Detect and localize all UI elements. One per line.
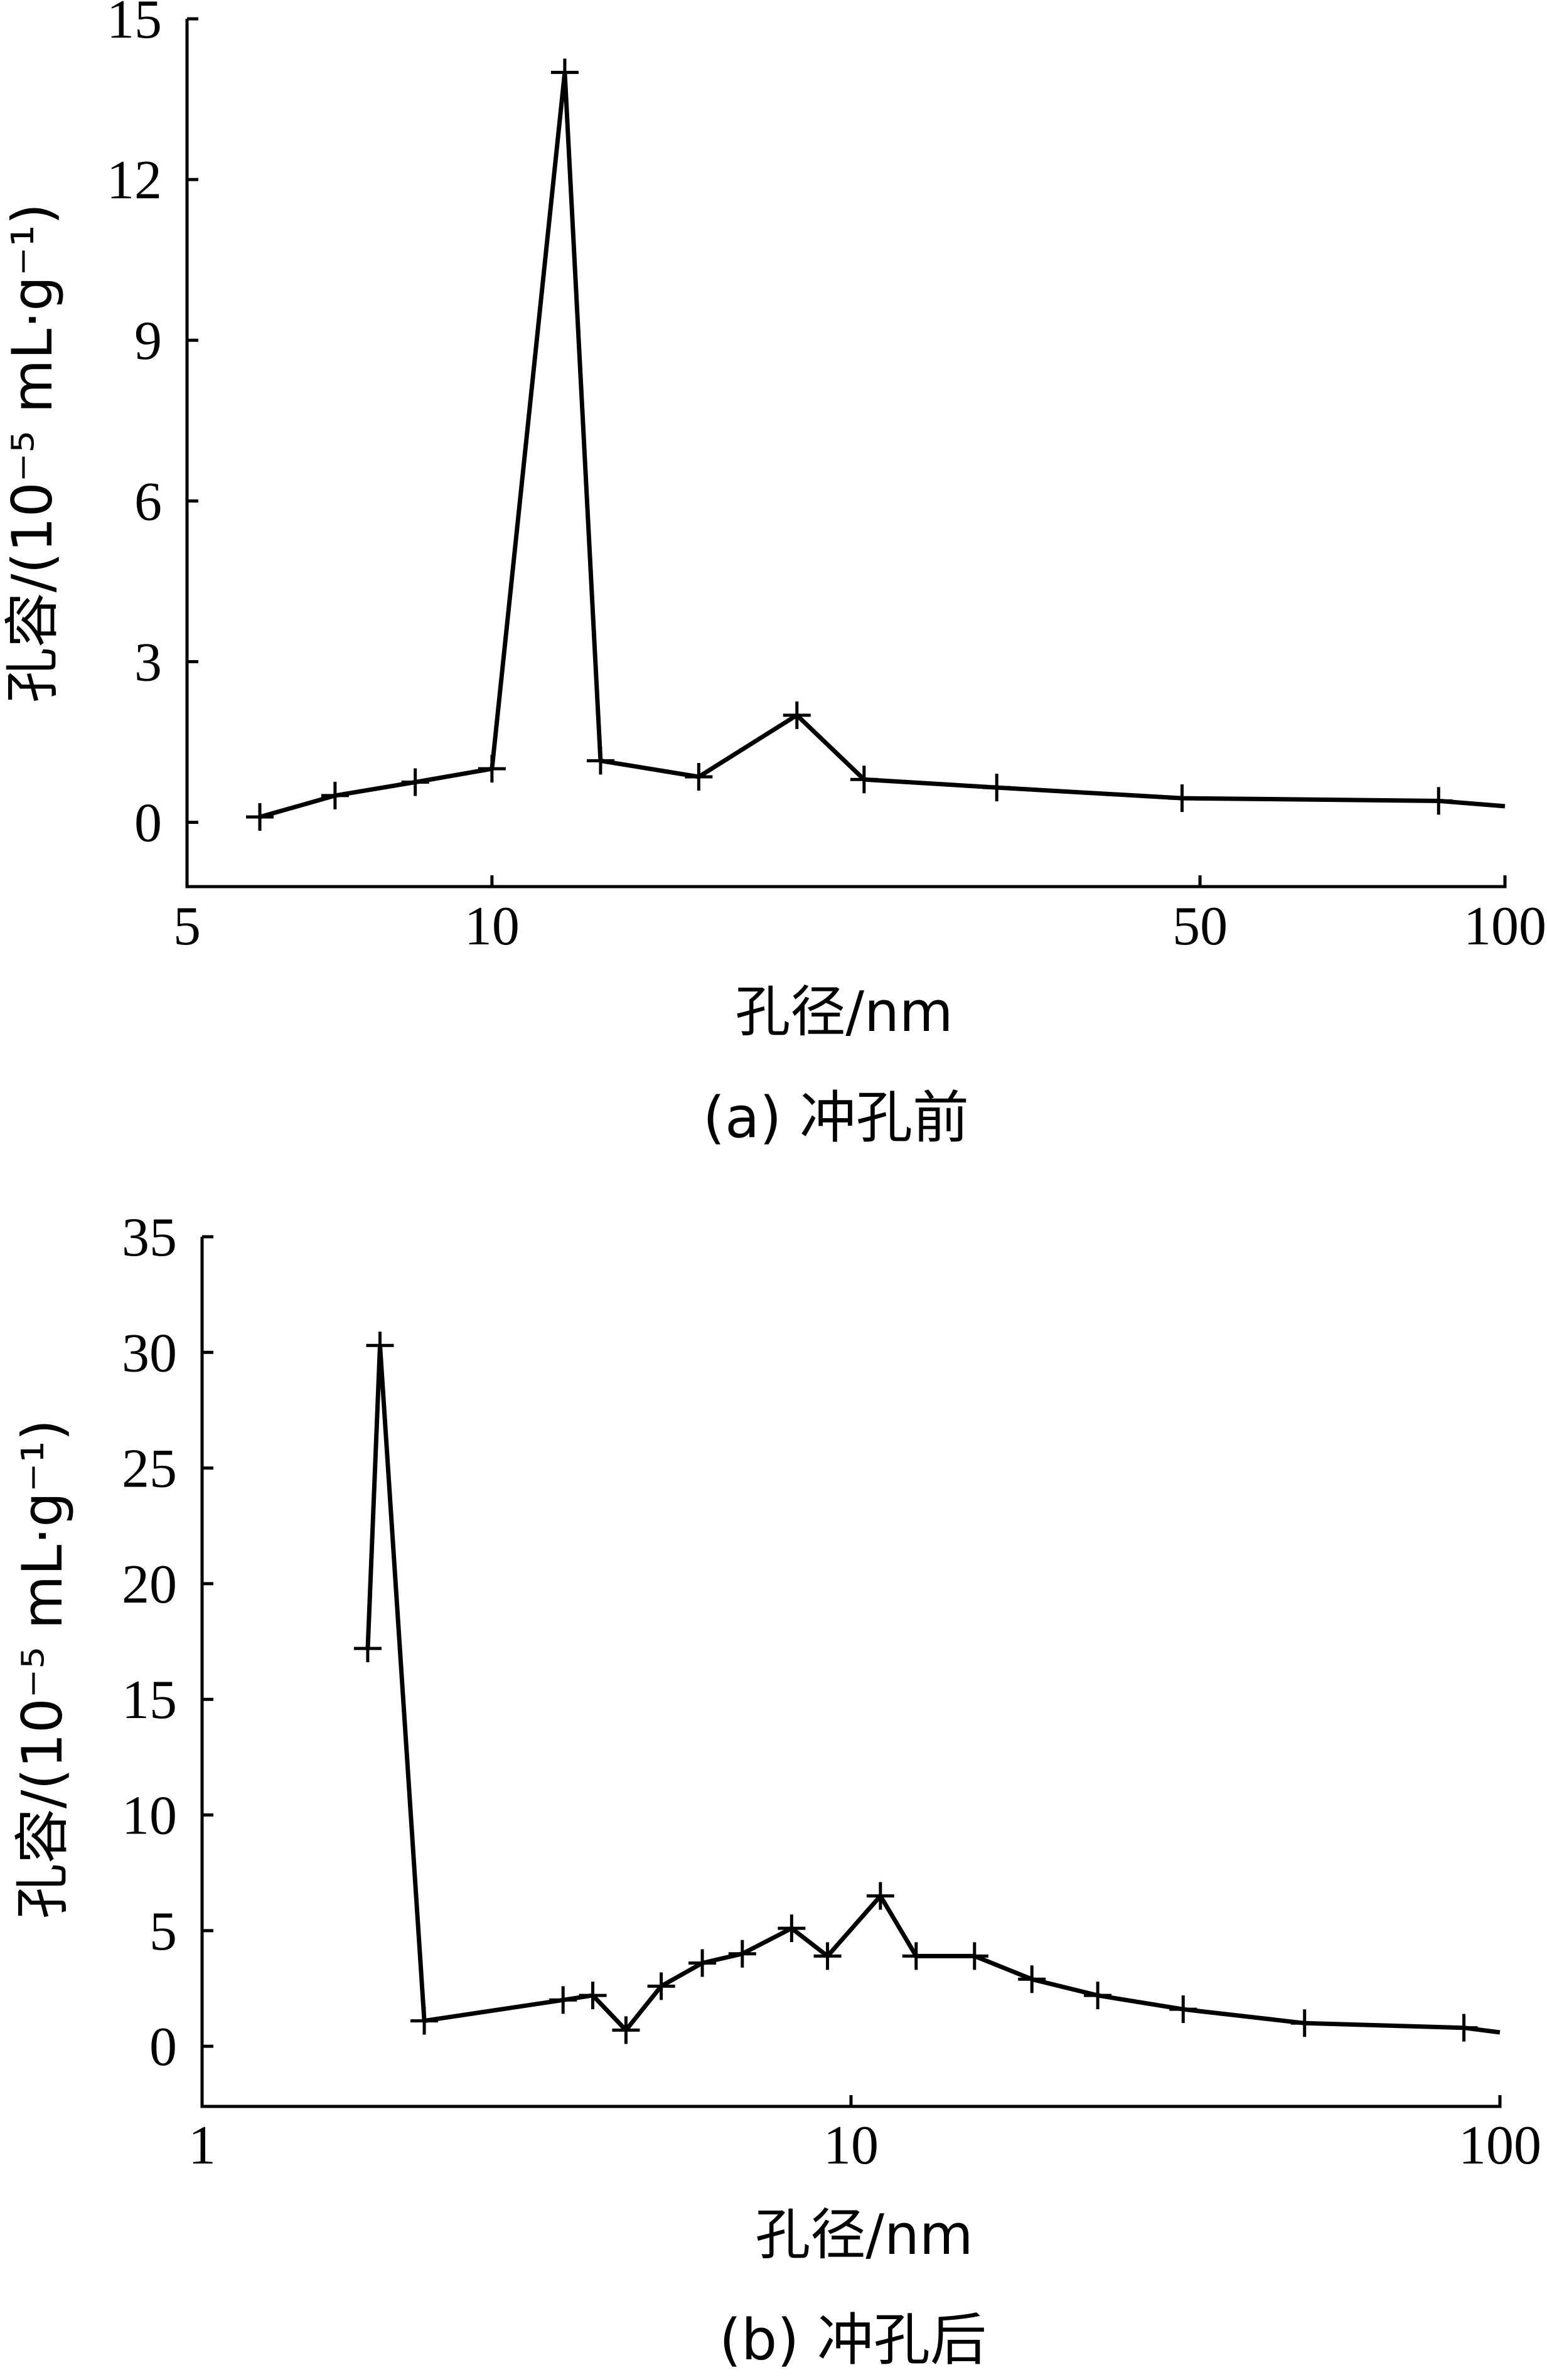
y-tick-label: 12: [107, 150, 162, 211]
y-tick-label: 9: [134, 311, 162, 371]
y-tick-label: 20: [122, 1554, 177, 1615]
panel-b-markers: [353, 1331, 1478, 2044]
x-tick-label: 50: [1172, 896, 1228, 957]
y-tick-label: 35: [122, 1207, 177, 1268]
panel-b-y-axis-label: 孔容/(10⁻⁵ mL·g⁻¹): [10, 1419, 75, 1919]
panel-b-caption: (b) 冲孔后: [719, 2307, 987, 2373]
y-tick-label: 15: [107, 0, 162, 50]
panel-a-y-tick-labels: 0 3 6 9 12 15: [107, 0, 162, 854]
x-tick-label: 100: [1464, 896, 1546, 957]
panel-b-ticks: [200, 1235, 1502, 2106]
y-tick-label: 25: [122, 1439, 177, 1500]
panel-a-markers: [246, 58, 1453, 831]
y-tick-label: 6: [134, 471, 162, 532]
panel-b: 0 5 10 15 20 25 30 35 1 10 100 孔容/(10⁻⁵ mL·g⁻¹) 孔…: [10, 1207, 1541, 2373]
panel-a-series-line: [259, 70, 1506, 819]
x-tick-label: 1: [188, 2115, 216, 2176]
panel-b-x-tick-labels: 1 10 100: [188, 2115, 1541, 2176]
x-tick-label: 100: [1459, 2115, 1541, 2176]
y-tick-label: 15: [122, 1670, 177, 1731]
panel-b-x-axis-label: 孔径/nm: [755, 2202, 973, 2267]
y-tick-label: 30: [122, 1323, 177, 1384]
panel-a-ticks: [185, 17, 1507, 887]
x-tick-label: 10: [464, 896, 520, 957]
panel-a-caption: (a) 冲孔前: [703, 1085, 969, 1151]
y-tick-label: 0: [149, 2017, 177, 2078]
panel-a-x-tick-labels: 5 10 50 100: [173, 896, 1546, 957]
panel-a-y-axis-label: 孔容/(10⁻⁵ mL·g⁻¹): [0, 203, 65, 703]
x-tick-label: 10: [823, 2115, 879, 2176]
panel-a: 0 3 6 9 12 15 5 10 50 100 孔容/(10⁻⁵ mL·g⁻¹) 孔径/nm…: [0, 0, 1546, 1151]
panel-a-axes: [185, 19, 1507, 888]
y-tick-label: 10: [122, 1786, 177, 1847]
panel-b-y-tick-labels: 0 5 10 15 20 25 30 35: [122, 1207, 177, 2078]
panel-a-x-axis-label: 孔径/nm: [735, 979, 953, 1044]
x-tick-label: 5: [173, 896, 201, 957]
panel-b-axes: [200, 1237, 1502, 2108]
y-tick-label: 5: [149, 1901, 177, 1962]
y-tick-label: 3: [134, 632, 162, 693]
y-tick-label: 0: [134, 793, 162, 854]
panel-b-series-line: [365, 1343, 1501, 2035]
